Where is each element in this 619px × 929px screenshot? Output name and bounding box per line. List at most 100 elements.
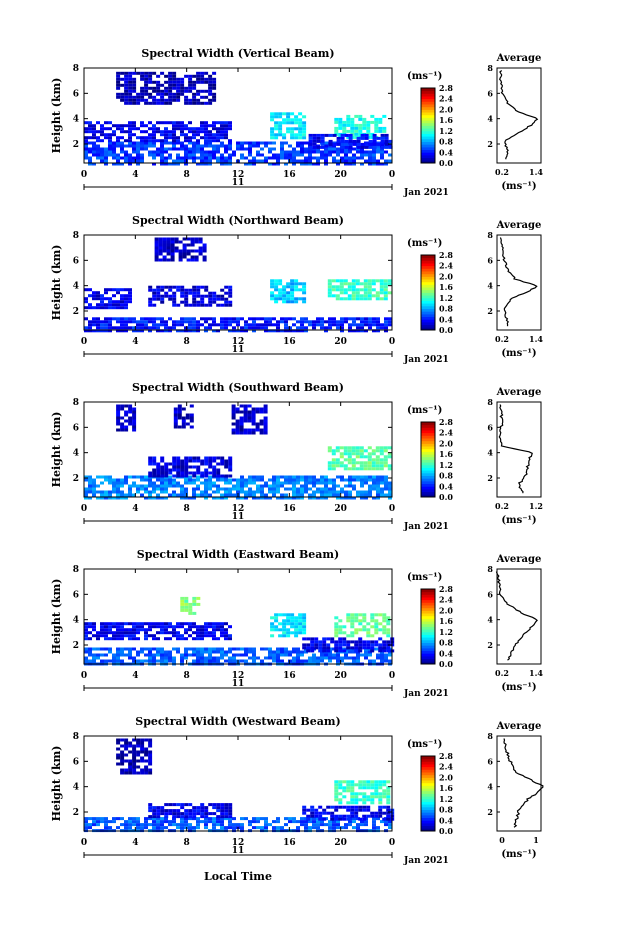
heatmap-cell [324, 159, 328, 163]
heatmap-cell [132, 425, 137, 429]
heatmap-cell [128, 326, 132, 330]
heatmap-cell [370, 114, 375, 118]
heatmap-cell [156, 153, 160, 157]
colorbar-tick-label: 2.8 [439, 250, 453, 260]
heatmap-cell [170, 249, 175, 253]
heatmap-cell [379, 285, 384, 289]
heatmap-cell [370, 640, 375, 644]
heatmap-cell [380, 490, 384, 494]
heatmap-cell [252, 144, 256, 148]
heatmap-cell [204, 159, 208, 163]
heatmap-cell [212, 133, 216, 137]
heatmap-cell [368, 150, 372, 154]
colorbar-segment [421, 637, 435, 641]
heatmap-cell [96, 817, 100, 821]
colorbar-segment [421, 809, 435, 813]
heatmap-cell [168, 92, 173, 96]
heatmap-cell [324, 153, 328, 157]
colorbar-segment [421, 268, 435, 272]
heatmap-cell [140, 71, 145, 75]
colorbar-tick-label: 1.2 [439, 293, 453, 303]
heatmap-cell [160, 153, 164, 157]
heatmap-cell [196, 150, 200, 154]
heatmap-cell [358, 783, 363, 787]
heatmap-cell [358, 622, 363, 626]
heatmap-cell [192, 323, 196, 327]
average-y-tick-label: 4 [487, 615, 493, 625]
heatmap-cell [128, 759, 133, 763]
heatmap-cell [282, 121, 287, 125]
heatmap-cell [316, 320, 320, 324]
heatmap-cell [288, 156, 292, 160]
heatmap-cell [96, 484, 100, 488]
heatmap-cell [352, 475, 356, 479]
heatmap-cell [350, 786, 355, 790]
heatmap-cell [204, 124, 208, 128]
heatmap-cell [176, 622, 180, 626]
heatmap-cell [168, 77, 173, 81]
heatmap-cell [354, 123, 359, 127]
heatmap-cell [184, 329, 188, 333]
colorbar-segment [421, 639, 435, 643]
heatmap-cell [382, 126, 387, 130]
heatmap-cell [160, 101, 165, 105]
heatmap-cell [358, 637, 363, 641]
heatmap-cell [180, 634, 184, 638]
heatmap-cell [204, 493, 208, 497]
heatmap-cell [180, 622, 184, 626]
heatmap-cell [124, 98, 129, 102]
heatmap-cell [176, 139, 180, 143]
heatmap-cell [208, 465, 213, 469]
heatmap-cell [152, 326, 156, 330]
heatmap-cell [351, 291, 356, 295]
heatmap-cell [274, 619, 279, 623]
heatmap-cell [278, 613, 283, 617]
heatmap-cell [208, 484, 212, 488]
heatmap-cell [172, 121, 176, 125]
heatmap-cell [208, 634, 212, 638]
heatmap-cell [288, 650, 292, 654]
heatmap-cell [312, 150, 316, 154]
heatmap-cell [286, 631, 291, 635]
heatmap-cell [364, 478, 368, 482]
heatmap-cell [342, 129, 347, 133]
heatmap-cell [112, 141, 116, 145]
heatmap-cell [188, 317, 192, 321]
heatmap-cell [352, 323, 356, 327]
x-tick-label: 8 [184, 671, 190, 681]
heatmap-cell [324, 156, 328, 160]
heatmap-cell [302, 613, 307, 617]
heatmap-cell [228, 323, 232, 327]
heatmap-cell [184, 456, 189, 460]
heatmap-cell [224, 637, 228, 641]
heatmap-cell [148, 95, 153, 99]
heatmap-cell [168, 153, 172, 157]
heatmap-cell [180, 83, 185, 87]
heatmap-cell [152, 806, 157, 810]
heatmap-cell [180, 147, 184, 151]
heatmap-cell [331, 458, 336, 462]
heatmap-cell [350, 780, 355, 784]
heatmap-cell [340, 156, 344, 160]
heatmap-cell [282, 118, 287, 122]
heatmap-cell [88, 481, 92, 485]
heatmap-cell [208, 323, 212, 327]
heatmap-cell [304, 475, 308, 479]
heatmap-cell [224, 622, 228, 626]
heatmap-cell [192, 622, 196, 626]
heatmap-cell [231, 416, 236, 420]
heatmap-cell [316, 136, 321, 140]
heatmap-cell [278, 127, 283, 131]
heatmap-cell [316, 147, 320, 151]
heatmap-cell [177, 413, 182, 417]
heatmap-cell [116, 156, 120, 160]
heatmap-cell [327, 449, 332, 453]
heatmap-cell [180, 159, 184, 163]
heatmap-cell [292, 153, 296, 157]
heatmap-cell [144, 659, 148, 663]
heatmap-cell [140, 144, 144, 148]
heatmap-cell [188, 496, 192, 500]
heatmap-cell [232, 478, 236, 482]
heatmap-cell [324, 144, 328, 148]
heatmap-cell [172, 80, 177, 84]
